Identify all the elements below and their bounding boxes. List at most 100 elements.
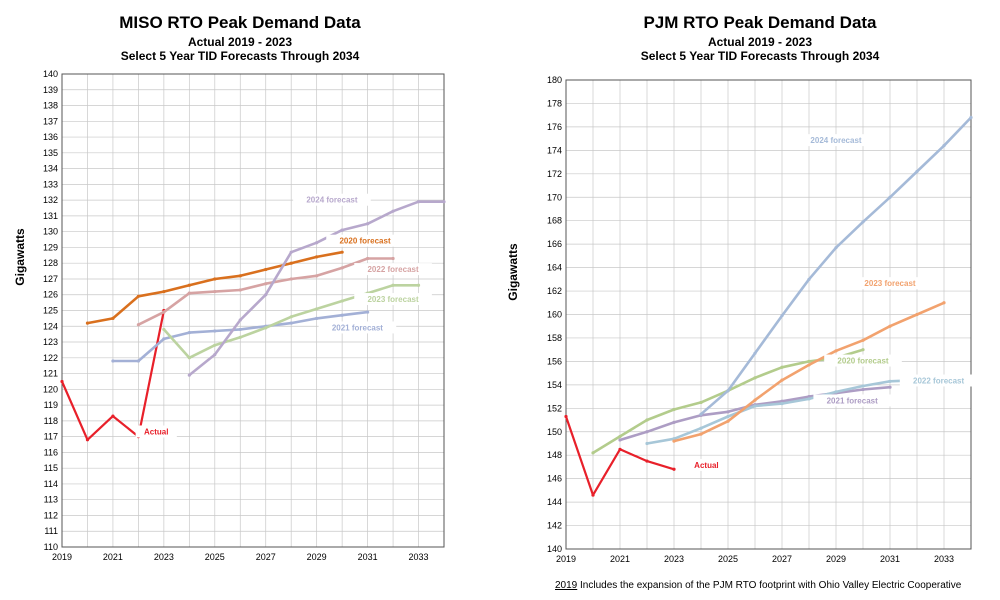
miso-x-tick-label: 2029 bbox=[307, 552, 327, 562]
miso-data-point bbox=[315, 307, 319, 311]
miso-series-label-bg bbox=[354, 263, 432, 276]
pjm-data-point bbox=[618, 438, 622, 442]
pjm-data-point bbox=[726, 414, 730, 419]
miso-chart-title: MISO RTO Peak Demand Data bbox=[119, 13, 361, 32]
pjm-plot-area: 140 142 144 146 148 150 152 154 156 158 160 162 164 1… bbox=[547, 75, 978, 564]
miso-y-tick-label: 122 bbox=[43, 353, 58, 363]
pjm-data-point bbox=[645, 418, 649, 422]
miso-data-point bbox=[111, 316, 115, 320]
pjm-x-tick-label: 2033 bbox=[934, 554, 954, 564]
pjm-data-point bbox=[591, 451, 595, 455]
pjm-data-point bbox=[699, 432, 703, 436]
pjm-data-point bbox=[645, 441, 649, 446]
miso-series-label-0: Actual bbox=[144, 427, 168, 436]
miso-y-tick-label: 128 bbox=[43, 258, 58, 268]
pjm-x-tick-label: 2029 bbox=[826, 554, 846, 564]
miso-data-point bbox=[366, 256, 370, 261]
pjm-y-tick-label: 144 bbox=[547, 497, 562, 507]
miso-chart: MISO RTO Peak Demand Data Actual 2019 - … bbox=[13, 13, 446, 562]
miso-y-tick-label: 124 bbox=[43, 321, 58, 331]
miso-x-tick-label: 2031 bbox=[358, 552, 378, 562]
footnote-year: 2019 bbox=[555, 580, 578, 591]
miso-y-tick-label: 113 bbox=[44, 495, 58, 505]
miso-data-point bbox=[213, 343, 217, 347]
miso-data-point bbox=[187, 283, 191, 287]
miso-series-label-bg bbox=[326, 234, 404, 247]
pjm-data-point bbox=[888, 195, 892, 199]
pjm-data-point bbox=[861, 338, 865, 342]
pjm-data-point bbox=[915, 169, 919, 174]
miso-data-point bbox=[238, 288, 242, 292]
miso-data-point bbox=[60, 379, 64, 384]
miso-series-label-bg bbox=[354, 293, 432, 306]
miso-data-point bbox=[391, 256, 395, 261]
pjm-y-tick-label: 178 bbox=[547, 98, 562, 108]
miso-data-point bbox=[264, 293, 268, 297]
pjm-data-point bbox=[672, 467, 676, 471]
miso-data-point bbox=[391, 209, 395, 213]
pjm-series-label-bg bbox=[899, 374, 978, 387]
miso-y-tick-label: 136 bbox=[43, 132, 58, 142]
miso-plot-area: 110 111 112 113 114 115 116 117 118 119 120 121 122 1… bbox=[43, 69, 446, 562]
miso-data-point bbox=[136, 359, 140, 363]
pjm-y-tick-label: 162 bbox=[547, 286, 562, 296]
pjm-y-tick-label: 176 bbox=[547, 122, 562, 132]
pjm-data-point bbox=[888, 385, 892, 389]
miso-y-tick-label: 135 bbox=[43, 148, 58, 158]
pjm-data-point bbox=[915, 312, 919, 317]
pjm-y-tick-label: 142 bbox=[547, 521, 562, 531]
miso-plot-border bbox=[61, 73, 445, 548]
pjm-data-point bbox=[672, 420, 676, 424]
miso-data-point bbox=[238, 327, 242, 332]
pjm-data-point bbox=[726, 419, 730, 423]
miso-data-point bbox=[264, 326, 268, 330]
miso-data-point bbox=[162, 327, 166, 332]
pjm-data-point bbox=[699, 426, 703, 430]
pjm-data-point bbox=[645, 430, 649, 434]
miso-data-point bbox=[340, 266, 344, 270]
miso-y-tick-label: 133 bbox=[43, 179, 58, 189]
miso-data-point bbox=[162, 289, 166, 294]
miso-y-tick-label: 125 bbox=[43, 306, 58, 316]
miso-series-label-3: 2022 forecast bbox=[367, 265, 418, 274]
miso-y-tick-label: 119 bbox=[44, 400, 58, 410]
miso-y-tick-label: 111 bbox=[44, 526, 58, 536]
miso-y-tick-label: 132 bbox=[43, 195, 58, 205]
pjm-chart-title: PJM RTO Peak Demand Data bbox=[643, 13, 877, 32]
pjm-data-point bbox=[591, 493, 595, 497]
pjm-y-tick-label: 140 bbox=[547, 544, 562, 554]
miso-data-point bbox=[136, 294, 140, 298]
miso-y-tick-label: 120 bbox=[43, 384, 58, 394]
pjm-data-point bbox=[942, 144, 946, 148]
footnote-text: Includes the expansion of the PJM RTO fo… bbox=[577, 580, 962, 591]
miso-series-label-5: 2024 forecast bbox=[306, 196, 357, 205]
miso-data-point bbox=[111, 414, 115, 418]
miso-data-point bbox=[238, 335, 242, 339]
pjm-data-point bbox=[753, 398, 757, 402]
pjm-series-label-bg bbox=[685, 458, 727, 471]
pjm-series-label-1: 2020 forecast bbox=[837, 357, 888, 366]
miso-data-point bbox=[238, 274, 242, 278]
pjm-y-tick-label: 174 bbox=[547, 145, 562, 155]
miso-series-label-bg bbox=[135, 425, 177, 438]
miso-data-point bbox=[187, 356, 191, 360]
pjm-data-point bbox=[672, 407, 676, 412]
miso-data-point bbox=[340, 313, 344, 317]
miso-y-tick-label: 110 bbox=[44, 542, 58, 552]
pjm-data-point bbox=[780, 365, 784, 369]
pjm-y-tick-label: 180 bbox=[547, 75, 562, 85]
miso-data-point bbox=[391, 283, 395, 287]
miso-series-label-4: 2023 forecast bbox=[367, 295, 418, 304]
miso-series-label-2: 2021 forecast bbox=[332, 323, 383, 332]
miso-data-point bbox=[264, 282, 268, 286]
pjm-data-point bbox=[780, 378, 784, 382]
miso-data-point bbox=[162, 310, 166, 314]
miso-y-tick-label: 115 bbox=[44, 463, 58, 473]
miso-data-point bbox=[442, 200, 446, 204]
pjm-y-tick-label: 154 bbox=[547, 380, 562, 390]
pjm-series-label-0: Actual bbox=[694, 461, 718, 470]
pjm-data-point bbox=[888, 379, 892, 383]
pjm-series-label-bg bbox=[824, 354, 902, 367]
miso-x-tick-label: 2033 bbox=[409, 552, 429, 562]
pjm-data-point bbox=[834, 349, 838, 353]
